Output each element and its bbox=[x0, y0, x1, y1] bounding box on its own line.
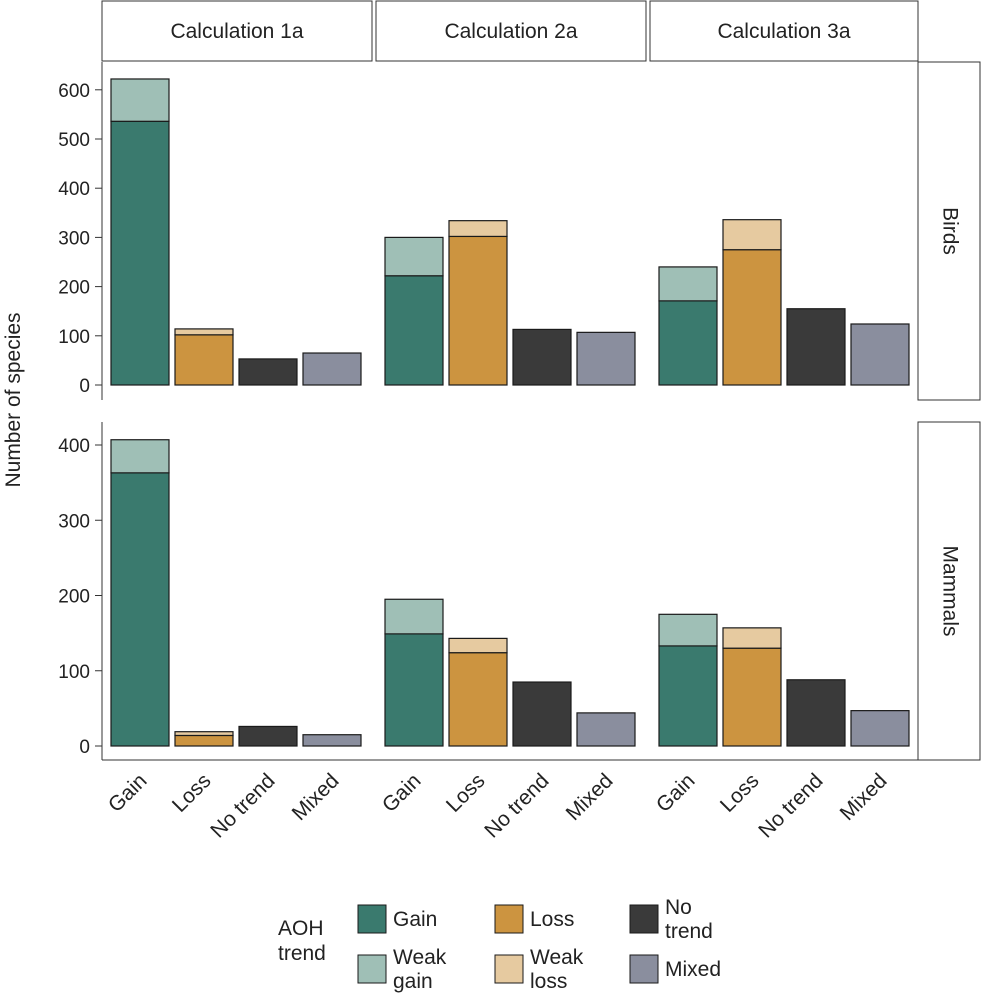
legend-swatch bbox=[629, 904, 659, 934]
bar-weak-loss bbox=[174, 328, 234, 336]
y-tick-label: 0 bbox=[79, 737, 90, 758]
bar-weak-gain bbox=[384, 236, 444, 277]
legend-label: gain bbox=[393, 970, 433, 993]
row-strip bbox=[917, 421, 981, 761]
x-tick-label: No trend bbox=[206, 769, 279, 842]
x-tick-label: No trend bbox=[754, 769, 827, 842]
bar-weak-loss bbox=[448, 637, 508, 654]
y-tick-label: 400 bbox=[58, 179, 90, 200]
legend-label: Loss bbox=[530, 908, 574, 931]
row-strip-label: Birds bbox=[938, 207, 961, 255]
x-tick-label: Gain bbox=[378, 769, 426, 817]
row-strip-label: Mammals bbox=[938, 545, 961, 636]
y-tick-label: 500 bbox=[58, 130, 90, 151]
y-tick-label: 300 bbox=[58, 511, 90, 532]
legend-title: AOH bbox=[278, 917, 324, 940]
y-tick-label: 100 bbox=[58, 327, 90, 348]
legend-swatch bbox=[494, 954, 524, 984]
y-tick-label: 300 bbox=[58, 228, 90, 249]
x-tick-label: Loss bbox=[168, 769, 216, 817]
column-strip-label: Calculation 1a bbox=[170, 20, 303, 43]
bar-gain bbox=[110, 120, 170, 386]
bar-weak-gain bbox=[658, 266, 718, 302]
x-tick-label: Loss bbox=[442, 769, 490, 817]
legend-swatch bbox=[629, 954, 659, 984]
bar-loss bbox=[448, 235, 508, 386]
column-strip-label: Calculation 2a bbox=[444, 20, 577, 43]
bar-loss bbox=[722, 249, 782, 386]
y-tick-label: 0 bbox=[79, 376, 90, 397]
x-tick-label: Mixed bbox=[288, 769, 344, 825]
bar-weak-loss bbox=[448, 220, 508, 238]
bar-no-trend bbox=[512, 328, 572, 386]
y-tick-label: 100 bbox=[58, 662, 90, 683]
bar-weak-loss bbox=[722, 219, 782, 251]
legend-swatch bbox=[357, 904, 387, 934]
legend-label: Mixed bbox=[665, 958, 721, 981]
legend-label: trend bbox=[665, 920, 713, 943]
bar-no-trend bbox=[512, 681, 572, 747]
legend-title: trend bbox=[278, 942, 326, 965]
bar-mixed bbox=[576, 712, 636, 747]
x-tick-label: Loss bbox=[716, 769, 764, 817]
legend-swatch bbox=[357, 954, 387, 984]
bar-no-trend bbox=[238, 358, 298, 386]
bar-gain bbox=[658, 645, 718, 747]
bar-mixed bbox=[302, 734, 362, 747]
column-strip bbox=[101, 0, 373, 62]
column-strip bbox=[649, 0, 919, 62]
bar-no-trend bbox=[786, 679, 846, 747]
legend-label: No bbox=[665, 896, 692, 919]
y-axis-label: Number of species bbox=[2, 312, 25, 487]
bar-loss bbox=[448, 652, 508, 747]
legend-label: loss bbox=[530, 970, 567, 993]
y-tick-label: 600 bbox=[58, 81, 90, 102]
x-tick-label: No trend bbox=[480, 769, 553, 842]
bar-mixed bbox=[302, 352, 362, 386]
bar-weak-gain bbox=[110, 439, 170, 474]
bar-loss bbox=[174, 734, 234, 747]
bar-gain bbox=[110, 472, 170, 747]
x-tick-label: Mixed bbox=[836, 769, 892, 825]
bar-weak-gain bbox=[384, 598, 444, 635]
bar-mixed bbox=[850, 710, 910, 747]
y-tick-label: 200 bbox=[58, 278, 90, 299]
y-tick-label: 400 bbox=[58, 436, 90, 457]
x-tick-label: Gain bbox=[104, 769, 152, 817]
bar-weak-gain bbox=[110, 78, 170, 122]
bar-no-trend bbox=[786, 308, 846, 386]
bar-weak-loss bbox=[722, 627, 782, 649]
row-strip bbox=[917, 61, 981, 401]
x-tick-label: Mixed bbox=[562, 769, 618, 825]
bar-gain bbox=[658, 300, 718, 386]
bar-mixed bbox=[576, 331, 636, 386]
bar-gain bbox=[384, 275, 444, 386]
legend-label: Weak bbox=[393, 946, 447, 969]
bar-no-trend bbox=[238, 725, 298, 747]
bar-weak-gain bbox=[658, 613, 718, 647]
bar-weak-loss bbox=[174, 731, 234, 737]
bar-gain bbox=[384, 633, 444, 747]
bar-mixed bbox=[850, 323, 910, 386]
legend-label: Weak bbox=[530, 946, 584, 969]
y-tick-label: 200 bbox=[58, 587, 90, 608]
legend-label: Gain bbox=[393, 908, 437, 931]
column-strip bbox=[375, 0, 647, 62]
bar-loss bbox=[174, 334, 234, 386]
bar-loss bbox=[722, 647, 782, 747]
legend-swatch bbox=[494, 904, 524, 934]
column-strip-label: Calculation 3a bbox=[717, 20, 850, 43]
x-tick-label: Gain bbox=[652, 769, 700, 817]
